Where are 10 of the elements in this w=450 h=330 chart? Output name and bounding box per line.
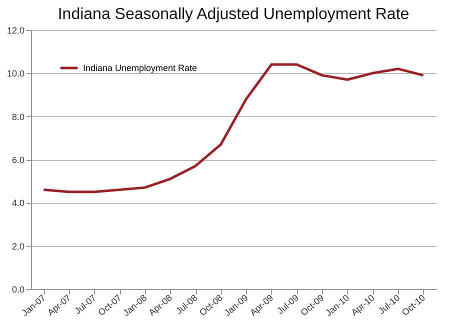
y-tick-label: 4.0 [12,198,24,208]
chart-title: Indiana Seasonally Adjusted Unemployment Rate [58,6,410,23]
y-tick-label: 2.0 [12,241,24,252]
y-tick-label: 12.0 [6,26,24,36]
y-tick-label: 8.0 [12,112,24,122]
line-series [42,63,425,194]
y-tick-label: 6.0 [12,155,24,165]
y-tick-label: 0.0 [12,284,24,294]
legend-label: Indiana Unemployment Rate [83,63,198,73]
y-tick-label: 10.0 [6,68,24,79]
